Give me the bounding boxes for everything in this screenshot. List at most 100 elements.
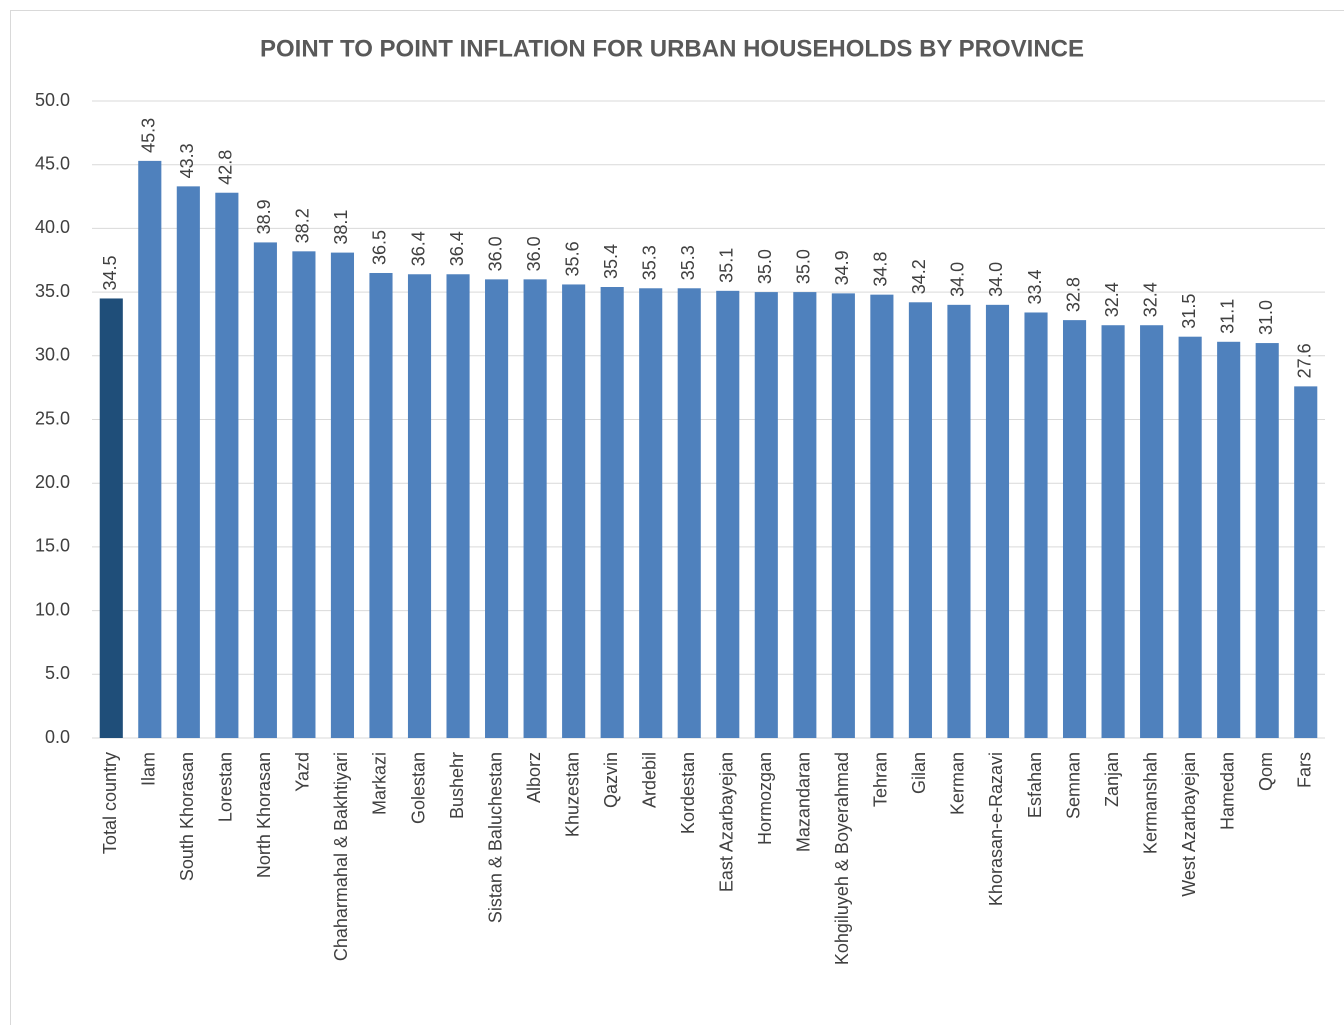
bar: [330, 252, 355, 738]
bar: [1255, 343, 1279, 738]
x-tick-label: Kordestan: [678, 752, 698, 834]
bar: [1062, 320, 1087, 738]
x-tick-label: Khuzestan: [562, 752, 582, 837]
bar: [1140, 325, 1164, 738]
data-label: 34.5: [100, 255, 120, 290]
bar: [870, 294, 894, 738]
x-tick-label: Ardebil: [639, 752, 659, 808]
data-label: 35.1: [717, 248, 737, 283]
data-label: 32.4: [1102, 282, 1122, 317]
y-tick-label: 25.0: [35, 408, 70, 428]
x-tick-label: Hormozgan: [755, 752, 775, 845]
x-tick-label: Chaharmahal & Bakhtiyari: [331, 752, 351, 961]
data-label: 42.8: [216, 150, 236, 185]
x-tick-label: Khorasan-e-Razavi: [986, 752, 1006, 906]
bar: [485, 279, 509, 738]
data-label: 36.0: [485, 236, 505, 271]
chart-border: [10, 10, 1344, 1025]
y-tick-label: 45.0: [35, 153, 70, 173]
bar: [523, 279, 547, 738]
data-label: 34.0: [986, 262, 1006, 297]
bar: [1024, 312, 1048, 738]
bar: [138, 160, 162, 739]
bar: [99, 298, 123, 738]
data-label: 36.0: [524, 236, 544, 271]
x-tick-label: Golestan: [408, 752, 428, 824]
y-tick-label: 5.0: [45, 663, 70, 683]
x-tick-label: Zanjan: [1102, 752, 1122, 807]
bar: [1101, 325, 1125, 738]
x-tick-label: Sistan & Baluchestan: [485, 752, 505, 923]
x-tick-label: South Khorasan: [177, 752, 197, 881]
data-label: 34.9: [832, 250, 852, 285]
x-tick-label: Gilan: [909, 752, 929, 794]
x-tick-label: Tehran: [871, 752, 891, 807]
x-tick-label: Mazandaran: [794, 752, 814, 852]
x-tick-label: Qazvin: [601, 752, 621, 808]
data-label: 34.2: [909, 259, 929, 294]
data-label: 31.5: [1179, 294, 1199, 329]
x-tick-label: Kerman: [948, 752, 968, 815]
x-tick-label: Alborz: [524, 752, 544, 803]
y-tick-label: 40.0: [35, 217, 70, 237]
x-tick-label: Qom: [1256, 752, 1276, 791]
bar: [600, 287, 624, 738]
bar: [985, 304, 1010, 738]
x-tick-label: Hamedan: [1217, 752, 1237, 830]
y-tick-label: 35.0: [35, 281, 70, 301]
x-tick-label: Bushehr: [447, 752, 467, 819]
bar: [677, 288, 701, 738]
bar: [292, 251, 316, 738]
bar: [793, 292, 817, 738]
bar: [253, 242, 277, 738]
bar: [562, 284, 586, 738]
bar: [716, 290, 740, 738]
bar: [908, 302, 932, 738]
y-tick-label: 30.0: [35, 345, 70, 365]
x-tick-label: Kermanshah: [1140, 752, 1160, 854]
data-label: 35.4: [601, 244, 621, 279]
y-tick-label: 0.0: [45, 727, 70, 747]
data-label: 35.3: [678, 245, 698, 280]
data-label: 31.1: [1217, 299, 1237, 334]
x-tick-label: Yazd: [293, 752, 313, 792]
data-label: 34.8: [871, 252, 891, 287]
data-label: 27.6: [1294, 343, 1314, 378]
y-tick-label: 20.0: [35, 472, 70, 492]
data-label: 45.3: [139, 118, 159, 153]
bar: [831, 293, 855, 738]
x-tick-label: West Azarbayejan: [1179, 752, 1199, 897]
y-tick-label: 10.0: [35, 599, 70, 619]
bar: [639, 288, 663, 738]
data-label: 36.4: [447, 231, 467, 266]
data-label: 31.0: [1256, 300, 1276, 335]
data-label: 38.9: [254, 199, 274, 234]
y-tick-label: 50.0: [35, 90, 70, 110]
y-tick-label: 15.0: [35, 536, 70, 556]
data-label: 32.4: [1140, 282, 1160, 317]
bar: [1178, 336, 1202, 738]
data-label: 35.6: [562, 241, 582, 276]
data-label: 36.4: [408, 231, 428, 266]
data-label: 33.4: [1025, 269, 1045, 304]
data-label: 35.0: [755, 249, 775, 284]
data-label: 38.2: [293, 208, 313, 243]
data-label: 36.5: [370, 230, 390, 265]
data-label: 35.3: [639, 245, 659, 280]
bar: [754, 292, 778, 738]
x-tick-label: Semnan: [1063, 752, 1083, 819]
bar: [215, 192, 239, 738]
bar: [947, 304, 971, 738]
x-tick-label: Ilam: [139, 752, 159, 786]
bar: [1294, 386, 1318, 738]
bar: [369, 272, 393, 738]
x-tick-label: Lorestan: [216, 752, 236, 822]
data-label: 43.3: [177, 143, 197, 178]
x-tick-label: Total country: [100, 752, 120, 854]
data-label: 34.0: [948, 262, 968, 297]
x-tick-label: North Khorasan: [254, 752, 274, 878]
x-tick-label: East Azarbayejan: [717, 752, 737, 892]
chart-title: POINT TO POINT INFLATION FOR URBAN HOUSE…: [260, 35, 1084, 62]
x-tick-label: Kohgiluyeh & Boyerahmad: [832, 752, 852, 965]
